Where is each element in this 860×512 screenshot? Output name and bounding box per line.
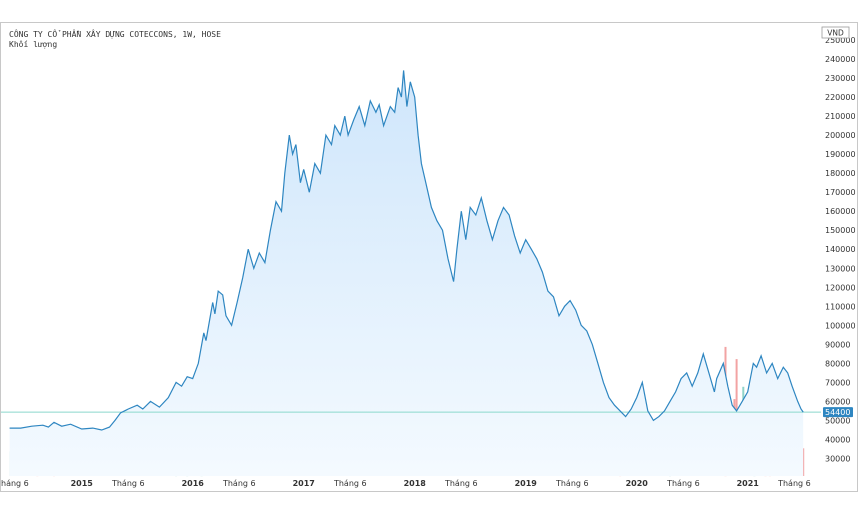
x-tick-label-5: 2017 bbox=[293, 479, 315, 488]
last-price-label: 54400 bbox=[825, 408, 850, 417]
currency-label: VND bbox=[827, 29, 844, 38]
y-tick-label-22: 30000 bbox=[825, 455, 850, 464]
x-axis: háng 6 2015 Tháng 6 2016 Tháng 6 2017 Tháng 6 2… bbox=[1, 479, 811, 488]
y-tick-label-14: 110000 bbox=[825, 302, 856, 311]
y-tick-label-11: 140000 bbox=[825, 245, 856, 254]
last-price-badge: 54400 bbox=[823, 407, 853, 418]
y-tick-label-3: 220000 bbox=[825, 93, 856, 102]
y-tick-label-9: 160000 bbox=[825, 207, 856, 216]
y-tick-label-6: 190000 bbox=[825, 150, 856, 159]
y-tick-label-12: 130000 bbox=[825, 264, 856, 273]
y-tick-label-17: 80000 bbox=[825, 359, 850, 368]
price-chart[interactable]: 250000 240000 230000 220000 210000 200000 1900… bbox=[1, 23, 857, 491]
y-tick-label-21: 40000 bbox=[825, 436, 850, 445]
x-tick-label-13: 2021 bbox=[737, 479, 760, 488]
chart-legend-title: CÔNG TY CỔ PHẦN XÂY DỰNG COTECCONS, 1W, … bbox=[9, 30, 221, 39]
x-tick-label-14: Tháng 6 bbox=[777, 479, 811, 488]
y-tick-label-18: 70000 bbox=[825, 378, 850, 387]
y-tick-label-1: 240000 bbox=[825, 55, 856, 64]
price-area bbox=[9, 70, 804, 477]
x-tick-label-0: háng 6 bbox=[1, 479, 29, 488]
y-tick-label-19: 60000 bbox=[825, 397, 850, 406]
chart-frame: 250000 240000 230000 220000 210000 200000 1900… bbox=[0, 22, 858, 492]
y-tick-label-0: 250000 bbox=[825, 36, 856, 45]
y-tick-label-15: 100000 bbox=[825, 321, 856, 330]
x-tick-label-6: Tháng 6 bbox=[333, 479, 367, 488]
x-tick-label-9: 2019 bbox=[515, 479, 538, 488]
y-tick-label-4: 210000 bbox=[825, 112, 856, 121]
y-tick-label-13: 120000 bbox=[825, 283, 856, 292]
x-tick-label-7: 2018 bbox=[404, 479, 427, 488]
chart-legend-volume: Khối lượng bbox=[9, 40, 58, 49]
x-tick-label-2: Tháng 6 bbox=[111, 479, 145, 488]
y-tick-label-8: 170000 bbox=[825, 188, 856, 197]
currency-box: VND bbox=[821, 26, 850, 39]
y-tick-label-5: 200000 bbox=[825, 131, 856, 140]
x-tick-label-3: 2016 bbox=[182, 479, 205, 488]
price-line bbox=[9, 70, 804, 431]
x-tick-label-11: 2020 bbox=[626, 479, 649, 488]
x-tick-label-4: Tháng 6 bbox=[222, 479, 256, 488]
x-tick-label-8: Tháng 6 bbox=[444, 479, 478, 488]
y-tick-label-10: 150000 bbox=[825, 226, 856, 235]
x-tick-label-10: Tháng 6 bbox=[555, 479, 589, 488]
y-tick-label-16: 90000 bbox=[825, 340, 850, 349]
y-tick-label-2: 230000 bbox=[825, 74, 856, 83]
y-axis: 250000 240000 230000 220000 210000 200000 1900… bbox=[825, 36, 856, 464]
x-tick-label-1: 2015 bbox=[71, 479, 94, 488]
x-tick-label-12: Tháng 6 bbox=[666, 479, 700, 488]
y-tick-label-7: 180000 bbox=[825, 169, 856, 178]
y-tick-label-20: 50000 bbox=[825, 416, 850, 425]
